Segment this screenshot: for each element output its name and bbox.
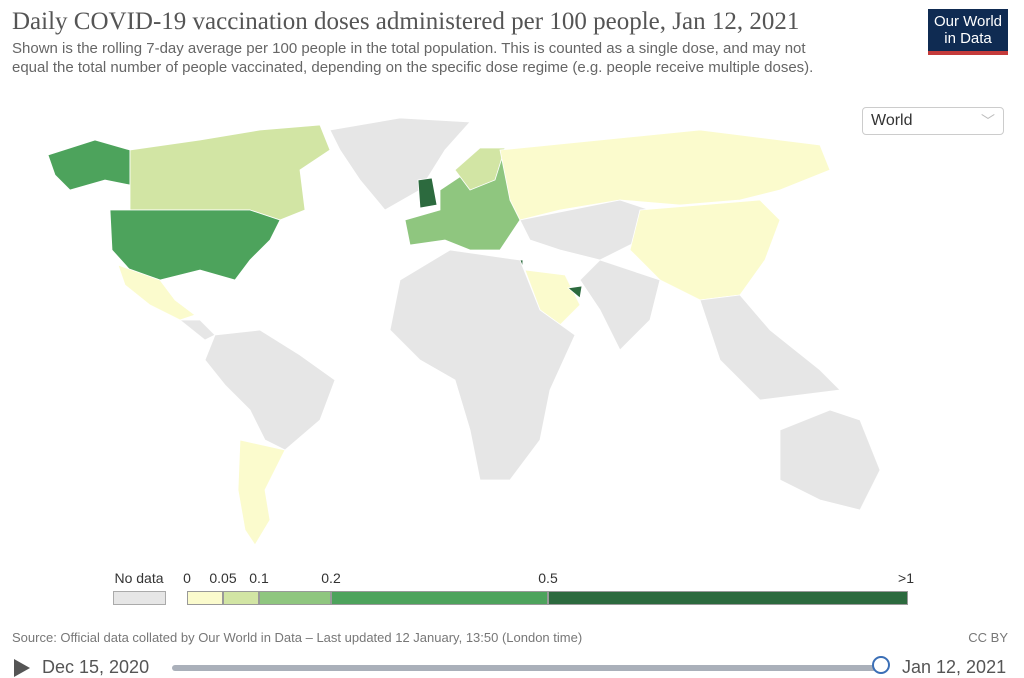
region-mexico[interactable] [117, 264, 196, 321]
legend-bin[interactable] [223, 591, 259, 605]
logo-line-2: in Data [944, 30, 992, 47]
region-africa[interactable] [389, 249, 576, 481]
region-southeast-asia[interactable] [699, 294, 841, 401]
owid-logo[interactable]: Our World in Data [928, 9, 1008, 55]
world-map [47, 117, 881, 546]
timeline-end-date: Jan 12, 2021 [902, 657, 1007, 677]
legend-no-data-swatch [113, 591, 166, 605]
legend-tick: 0.5 [538, 570, 558, 586]
region-central-america[interactable] [178, 319, 216, 341]
region-argentina-chile[interactable] [237, 439, 286, 546]
source-note: Source: Official data collated by Our Wo… [12, 630, 583, 645]
legend-bin[interactable] [548, 591, 908, 605]
region-select[interactable]: World ﹀ [862, 107, 1004, 135]
region-united-states[interactable] [109, 209, 281, 281]
region-canada[interactable] [129, 124, 331, 221]
region-uae[interactable] [567, 285, 583, 299]
play-icon[interactable] [14, 659, 30, 677]
timeline-start-date: Dec 15, 2020 [42, 657, 150, 677]
chevron-down-icon: ﹀ [981, 113, 995, 129]
chart-subtitle: Shown is the rolling 7-day average per 1… [12, 40, 814, 76]
legend-tick: 0.05 [209, 570, 237, 586]
region-russia[interactable] [499, 129, 831, 221]
region-south-asia[interactable] [579, 259, 661, 351]
region-scandinavia[interactable] [454, 147, 506, 191]
legend-tick: 0 [183, 570, 191, 586]
region-select-value: World [871, 112, 913, 129]
legend-bin[interactable] [331, 591, 548, 605]
legend-tick: 0.2 [321, 570, 341, 586]
logo-line-1: Our World [933, 13, 1003, 30]
region-united-kingdom[interactable] [417, 177, 438, 209]
region-south-america[interactable] [204, 329, 336, 451]
region-central-asia[interactable] [519, 199, 651, 261]
legend-tick: 0.1 [249, 570, 269, 586]
legend-no-data-label: No data [114, 570, 164, 586]
legend-bin[interactable] [187, 591, 223, 605]
region-australia[interactable] [779, 409, 881, 511]
chart-title: Daily COVID-19 vaccination doses adminis… [12, 8, 800, 35]
region-china[interactable] [629, 199, 781, 301]
region-alaska[interactable] [47, 139, 131, 191]
timeline-handle[interactable] [872, 656, 890, 674]
timeline-slider[interactable] [172, 665, 882, 671]
legend-bin[interactable] [259, 591, 331, 605]
license-link[interactable]: CC BY [968, 630, 1008, 645]
legend-tick: >1 [898, 570, 914, 586]
